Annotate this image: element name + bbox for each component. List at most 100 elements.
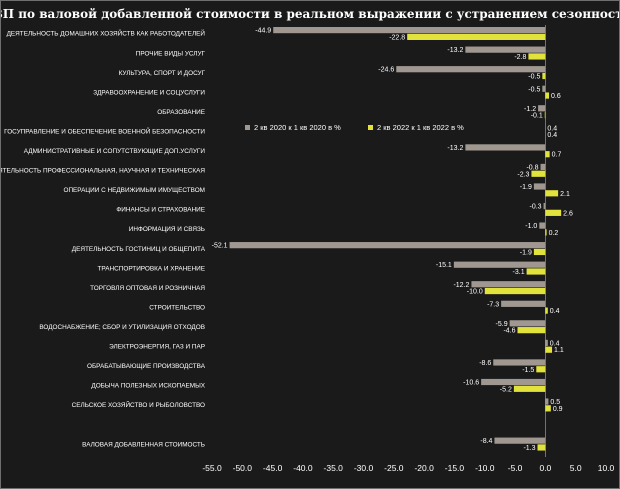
category-label: ДЕЯТЕЛЬНОСТЬ ДОМАШНИХ ХОЗЯЙСТВ КАК РАБОТ… [7,29,206,38]
data-label-2022: -22.8 [389,34,405,41]
data-label-2020: -10.6 [463,380,479,387]
bar-2022 [545,209,562,216]
bar-2022 [545,307,548,314]
bar-2022 [545,346,553,353]
bar-2020 [545,398,549,405]
bar-2020 [533,183,546,190]
x-tick-label: -50.0 [233,463,253,473]
category-label: ЭЛЕКТРОЭНЕРГИЯ, ГАЗ И ПАР [109,344,205,351]
x-tick-label: -20.0 [414,463,434,473]
bar-2022 [544,112,546,119]
x-tick-label: -25.0 [384,463,404,473]
data-label-2022: -1.5 [522,367,534,374]
bar-2022 [545,229,547,236]
bar-2022 [545,190,559,197]
legend-swatch [245,125,250,130]
bar-2022 [484,287,546,295]
category-label: ИНФОРМАЦИЯ И СВЯЗЬ [129,226,205,233]
data-label-2022: -2.3 [517,171,529,178]
data-label-2020: -1.0 [525,223,537,230]
category-label: СЕЛЬСКОЕ ХОЗЯЙСТВО И РЫБОЛОВСТВО [72,400,205,409]
data-label-2020: -1.2 [524,106,536,113]
category-label: ГОСУПРАВЛЕНИЕ И ОБЕСПЕЧЕНИЕ ВОЕННОЙ БЕЗО… [4,126,205,135]
category-label: КУЛЬТУРА, СПОРТ И ДОСУГ [119,70,206,77]
category-label: ОПЕРАЦИИ С НЕДВИЖИМЫМ ИМУЩЕСТВОМ [63,187,205,194]
data-label-2020: 0.4 [547,125,557,132]
legend: 2 кв 2020 к 1 кв 2020 в % 2 кв 2022 к 1 к… [245,123,464,132]
data-label-2022: -1.3 [523,445,535,452]
bar-2022 [545,405,551,412]
data-label-2020: -12.2 [453,282,469,289]
data-label-2020: 0.5 [550,399,560,406]
data-label-2022: -1.9 [520,249,532,256]
category-label: ПРОЧИЕ ВИДЫ УСЛУГ [136,50,206,57]
bar-2022 [545,151,550,158]
category-label: ВАЛОВАЯ ДОБАВЛЕННАЯ СТОИМОСТЬ [82,441,205,448]
category-label: АДМИНИСТРАТИВНЫЕ И СОПУТСТВУЮЩИЕ ДОП.УСЛ… [24,148,206,155]
category-label: ДОБЫЧА ПОЛЕЗНЫХ ИСКОПАЕМЫХ [91,383,205,390]
data-label-2020: -8.6 [479,360,491,367]
data-label-2020: -5.9 [496,321,508,328]
data-label-2022: -4.6 [503,328,515,335]
bar-2022 [526,268,546,275]
bar-2022 [537,444,546,451]
data-label-2022: -5.2 [500,386,512,393]
x-tick-label: 5.0 [570,463,582,473]
data-label-2020: -8.4 [480,438,492,445]
x-tick-label: 0.0 [539,463,551,473]
x-tick-label: -55.0 [202,463,222,473]
legend-label: 2 кв 2020 к 1 кв 2020 в % [254,123,341,132]
bar-2020 [501,300,546,307]
data-label-2020: -44.9 [255,28,271,35]
data-label-2022: 2.1 [560,191,570,198]
category-label: ЗДРАВООХРАНЕНИЕ И СОЦУСЛУГИ [93,89,205,96]
x-axis: -55.0 -50.0 -45.0 -40.0 -35.0 -30.0 -25.0 -20.0… [202,25,615,473]
bar-2020 [540,163,546,171]
data-label-2020: -0.5 [528,86,540,93]
bar-2020 [509,320,546,327]
bar-2020 [543,202,546,210]
bar-2020 [493,359,546,366]
category-label: ТОРГОВЛЯ ОПТОВАЯ И РОЗНИЧНАЯ [90,285,205,292]
data-label-2022: -0.1 [531,113,543,120]
category-label: ДЕЯТЕЛЬНОСТЬ ПРОФЕССИОНАЛЬНАЯ, НАУЧНАЯ И… [1,168,205,175]
x-tick-label: -5.0 [508,463,523,473]
category-labels: ДЕЯТЕЛЬНОСТЬ ДОМАШНИХ ХОЗЯЙСТВ КАК РАБОТ… [1,29,206,449]
bar-2022 [407,33,546,40]
legend-swatch [368,125,373,130]
bar-2022 [513,385,546,392]
bar-2022 [517,327,546,334]
data-label-2022: 2.6 [563,210,573,217]
legend-label: 2 кв 2022 к 1 кв 2022 в % [377,123,464,132]
bars: -44.9-22.8-13.2-2.8-24.6-0.5-0.50.6-1.2-… [212,27,573,452]
data-label-2020: -13.2 [447,145,463,152]
category-label: СТРОИТЕЛЬСТВО [149,304,205,311]
bar-2020 [465,46,546,53]
data-label-2022: 0.6 [551,93,561,100]
data-label-2020: -52.1 [212,243,228,250]
data-label-2020: -15.1 [436,262,452,269]
data-label-2022: 0.7 [552,152,562,159]
data-label-2020: -7.3 [487,301,499,308]
bar-2020 [542,85,546,92]
data-label-2020: 0.4 [550,340,560,347]
category-label: ДЕЯТЕЛЬНОСТЬ ГОСТИНИЦ И ОБЩЕПИТА [72,246,206,253]
category-label: ТРАНСПОРТИРОВКА И ХРАНЕНИЕ [98,265,205,272]
data-label-2020: -13.2 [447,47,463,54]
x-tick-label: -40.0 [293,463,313,473]
bar-2020 [494,437,546,444]
bar-2020 [465,144,546,151]
bar-2020 [229,242,546,249]
data-label-2022: 0.4 [547,132,557,139]
chart-title: ВВП по валовой добавленной стоимости в р… [1,7,619,21]
bar-2022 [542,72,546,80]
bar-2022 [528,53,546,60]
data-label-2022: 1.1 [554,347,564,354]
category-label: ВОДОСНАБЖЕНИЕ; СБОР И УТИЛИЗАЦИЯ ОТХОДОВ [39,324,205,331]
data-label-2020: -1.9 [520,184,532,191]
category-label: ФИНАНСЫ И СТРАХОВАНИЕ [116,207,205,214]
x-tick-label: -45.0 [263,463,283,473]
data-label-2022: -3.1 [513,269,525,276]
bar-2020 [538,105,546,112]
